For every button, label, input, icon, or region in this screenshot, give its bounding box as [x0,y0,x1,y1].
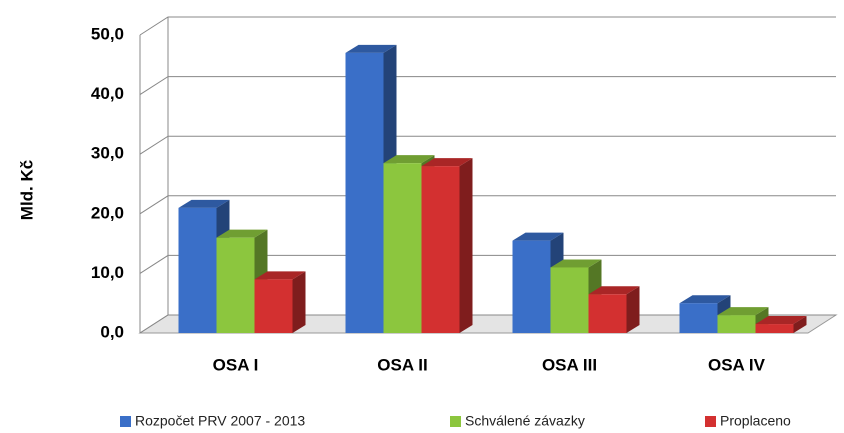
legend-swatch [705,416,716,427]
bar-top [755,316,807,325]
bar-top [717,307,769,316]
legend-swatch [450,416,461,427]
legend-label: Schválené závazky [465,413,585,429]
grid-line [139,254,836,274]
bar [717,315,756,333]
bar-top [679,295,731,304]
bar-top [383,155,435,164]
legend-label: Rozpočet PRV 2007 - 2013 [135,413,305,429]
bar-top [345,44,397,53]
y-tick-label: 50,0 [91,24,124,43]
x-tick-label: OSA I [213,355,259,374]
bar [421,166,460,333]
bar-side [626,286,640,333]
x-tick-label: OSA III [542,355,597,374]
bar [550,267,589,333]
bar-top [588,286,640,295]
bar-top [512,232,564,241]
y-tick-label: 40,0 [91,84,124,103]
y-tick-label: 10,0 [91,263,124,282]
bar [383,163,422,333]
grid-line [139,76,836,96]
grid-line [139,135,836,155]
bar [755,324,794,333]
bar [679,303,718,333]
bar-top [421,158,473,167]
bar [216,237,255,333]
x-tick-label: OSA II [377,355,427,374]
y-tick-label: 0,0 [100,322,124,341]
bar-top [550,259,602,268]
bar-side [292,271,306,333]
bar-top [216,229,268,238]
bar-side [459,158,473,333]
bar [345,52,384,333]
bar [588,294,627,333]
bar [178,207,217,333]
y-tick-label: 30,0 [91,144,124,163]
y-tick-label: 20,0 [91,203,124,222]
legend-label: Proplaceno [720,413,791,429]
bar [254,279,293,333]
bar-top [178,199,230,208]
bar-top [254,271,306,280]
x-tick-label: OSA IV [708,355,766,374]
grid-line [139,16,836,36]
grid-line [139,195,836,215]
bar [512,240,551,333]
bar-side [793,316,807,333]
legend-swatch [120,416,131,427]
y-axis-label: Mld. Kč [17,160,36,220]
